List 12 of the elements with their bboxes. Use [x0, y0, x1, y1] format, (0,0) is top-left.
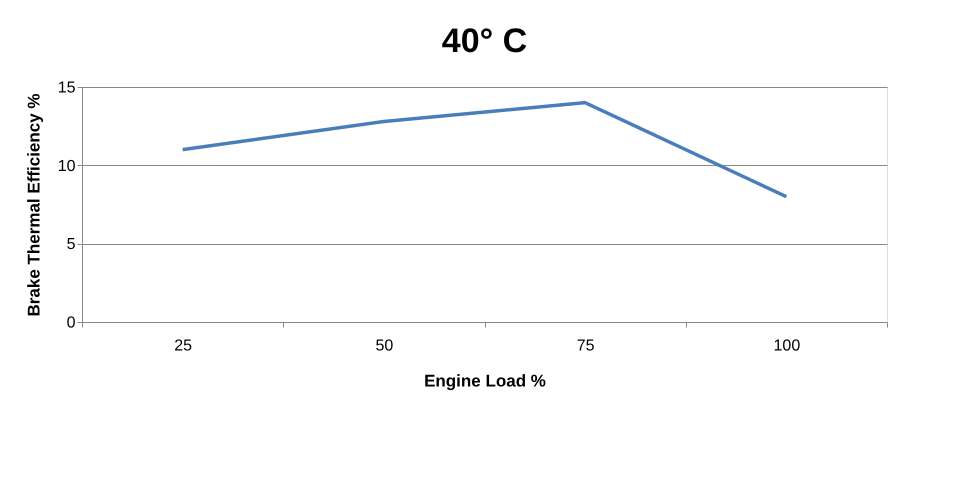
- y-tick-label: 5: [66, 236, 76, 254]
- chart-title: 40° C: [442, 22, 528, 60]
- x-tick-label: 75: [576, 338, 595, 354]
- x-tick-label: 50: [375, 338, 394, 354]
- y-tick-label: 0: [66, 314, 76, 332]
- x-axis-title: Engine Load %: [424, 372, 546, 390]
- line-series: [180, 100, 788, 198]
- x-tick-label: 100: [774, 338, 800, 354]
- x-tick-label: 25: [174, 338, 192, 354]
- y-tick-label: 15: [58, 80, 76, 96]
- y-axis-title: Brake Thermal Efficiency %: [24, 94, 44, 316]
- y-tick-label: 10: [58, 158, 76, 175]
